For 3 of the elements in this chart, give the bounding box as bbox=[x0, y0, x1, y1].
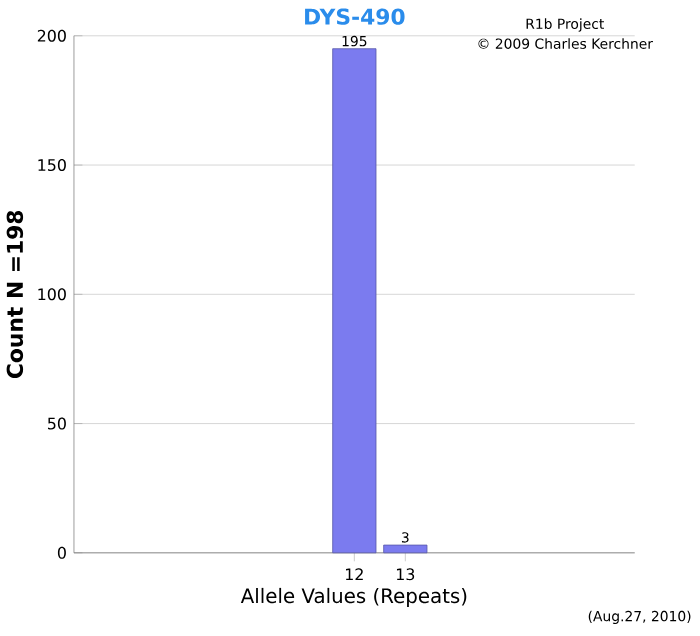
chart-title: DYS-490 bbox=[305, 8, 405, 25]
x-axis-title: Allele Values (Repeats) bbox=[240, 587, 467, 607]
y-axis-title: Count N =198 bbox=[6, 210, 24, 378]
